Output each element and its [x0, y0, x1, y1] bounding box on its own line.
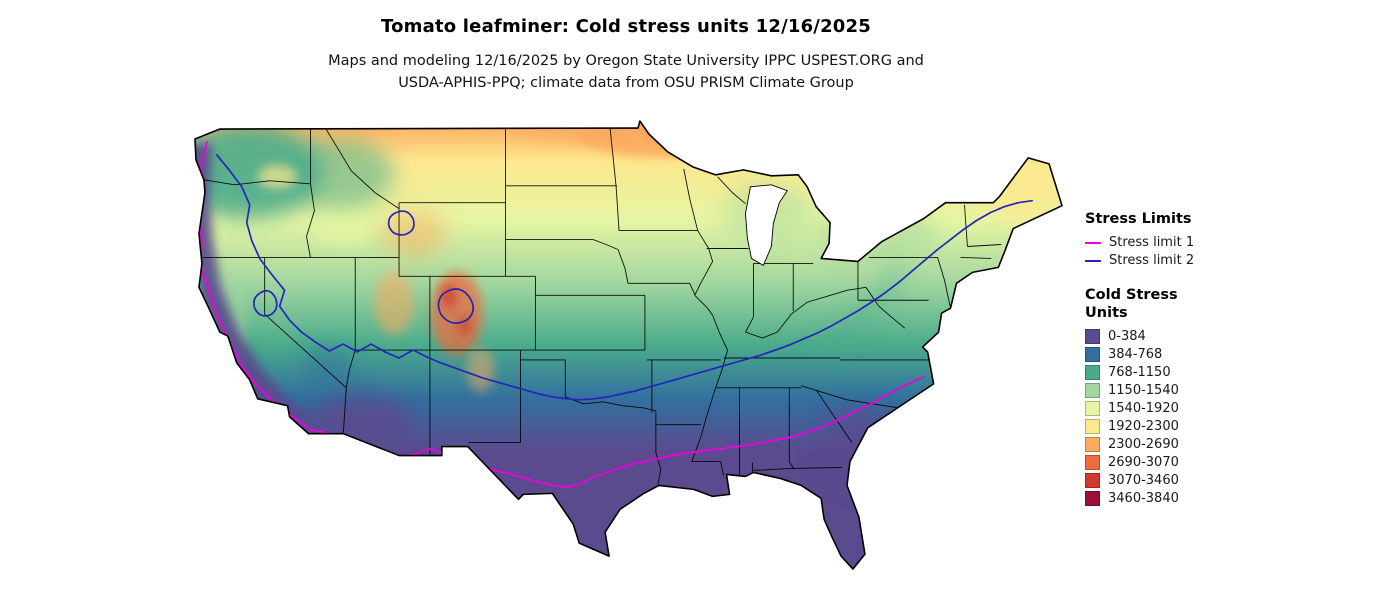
stress-limit-item: Stress limit 2 — [1085, 253, 1245, 268]
stress-limit-1-line — [198, 141, 925, 489]
stress-limit-label: Stress limit 1 — [1109, 235, 1195, 251]
cold-stress-swatch — [1085, 491, 1100, 507]
cold-stress-label: 1150-1540 — [1108, 383, 1179, 399]
us-cold-stress-map — [190, 118, 1066, 594]
new-mexico-region — [466, 348, 495, 392]
snake-plain-region — [314, 220, 375, 247]
appalachian-ridge — [817, 263, 910, 357]
attribution-line-1: Maps and modeling 12/16/2025 by Oregon S… — [328, 53, 924, 69]
cold-stress-label: 1540-1920 — [1108, 401, 1179, 417]
cold-stress-swatch — [1085, 473, 1100, 489]
cold-stress-bin: 1540-1920 — [1085, 401, 1245, 417]
utah-region — [374, 271, 414, 336]
stress-limit-line-swatch — [1085, 241, 1101, 244]
cold-stress-heading: Cold Stress Units — [1085, 287, 1178, 322]
new-york-region — [817, 203, 937, 264]
cold-stress-bin: 3070-3460 — [1085, 473, 1245, 489]
cold-stress-swatch — [1085, 401, 1100, 417]
legend-panel: Stress Limits Stress limit 1 Stress limit… — [1085, 210, 1245, 509]
cold-stress-bin: 1150-1540 — [1085, 383, 1245, 399]
cold-stress-bin: 0-384 — [1085, 329, 1245, 345]
stress-limit-item: Stress limit 1 — [1085, 235, 1245, 250]
cold-stress-label: 0-384 — [1108, 329, 1146, 345]
cold-stress-swatch — [1085, 455, 1100, 471]
cold-stress-label: 2690-3070 — [1108, 455, 1179, 471]
cold-stress-swatch — [1085, 347, 1100, 363]
se-coastal-plain-region — [819, 407, 899, 488]
cold-stress-label: 3460-3840 — [1108, 491, 1179, 507]
high-peak-spot-2 — [458, 317, 471, 336]
cold-stress-bin: 768-1150 — [1085, 365, 1245, 381]
cold-stress-list: 0-384 384-768 768-1150 1150-1540 1540-1920 19… — [1085, 329, 1245, 507]
cold-stress-bin: 3460-3840 — [1085, 491, 1245, 507]
cold-stress-swatch — [1085, 437, 1100, 453]
cold-stress-swatch — [1085, 329, 1100, 345]
wyoming-region — [382, 209, 446, 258]
cold-stress-swatch — [1085, 365, 1100, 381]
attribution-text: Maps and modeling 12/16/2025 by Oregon S… — [276, 50, 976, 95]
stress-limits-list: Stress limit 1 Stress limit 2 — [1085, 235, 1245, 268]
stress-limits-heading: Stress Limits — [1085, 211, 1192, 227]
sw-desert-region — [309, 394, 413, 447]
lake-michigan — [745, 184, 788, 267]
colorado-rockies-region — [430, 271, 483, 356]
cold-stress-swatch — [1085, 383, 1100, 399]
cold-stress-bin: 2690-3070 — [1085, 455, 1245, 471]
page-title: Tomato leafminer: Cold stress units 12/1… — [381, 16, 871, 37]
cold-stress-swatch — [1085, 419, 1100, 435]
us-map-svg — [194, 120, 1063, 570]
columbia-basin-region — [257, 164, 298, 189]
high-peak-spot-1 — [441, 284, 456, 309]
cold-stress-label: 2300-2690 — [1108, 437, 1179, 453]
cold-stress-label: 3070-3460 — [1108, 473, 1179, 489]
map-header: Tomato leafminer: Cold stress units 12/1… — [276, 16, 976, 95]
attribution-line-2: USDA-APHIS-PPQ; climate data from OSU PR… — [398, 75, 854, 92]
n-minnesota-hotspot — [647, 121, 738, 142]
cold-stress-label: 768-1150 — [1108, 365, 1171, 381]
stress-limit-label: Stress limit 2 — [1109, 253, 1195, 269]
stress-limit-2-line — [216, 154, 1034, 401]
stress-limit-line-swatch — [1085, 259, 1101, 262]
n-rockies-region — [284, 138, 395, 209]
cold-stress-label: 1920-2300 — [1108, 419, 1179, 435]
cold-stress-label: 384-768 — [1108, 347, 1163, 363]
cold-stress-bin: 1920-2300 — [1085, 419, 1245, 435]
cold-stress-bin: 384-768 — [1085, 347, 1245, 363]
state-borders — [198, 127, 1002, 485]
cold-stress-bin: 2300-2690 — [1085, 437, 1245, 453]
